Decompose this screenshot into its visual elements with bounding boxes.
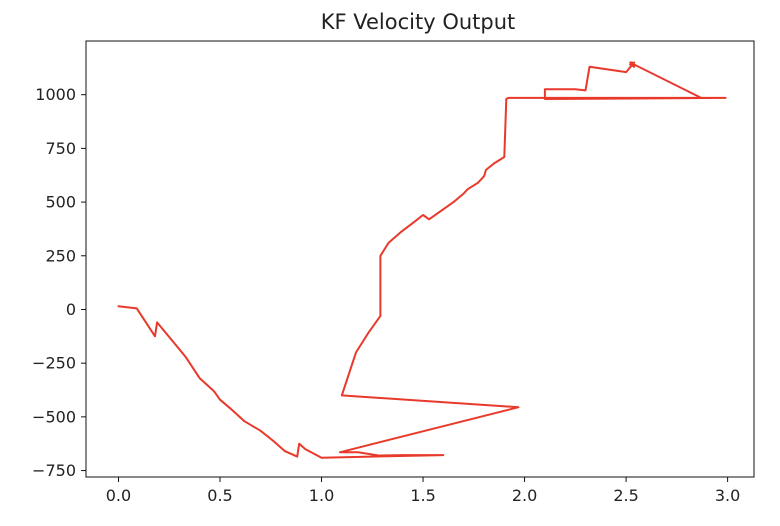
chart-title: KF Velocity Output <box>321 10 516 34</box>
y-tick-label: 750 <box>45 139 76 158</box>
x-tick-label: 0.0 <box>106 486 131 505</box>
y-tick-label: 1000 <box>35 85 76 104</box>
y-tick-label: −750 <box>32 461 76 480</box>
x-axis: 0.0 0.5 1.0 1.5 2.0 2.5 3.0 <box>106 477 740 505</box>
y-tick-label: 0 <box>66 300 76 319</box>
x-tick-label: 2.5 <box>613 486 638 505</box>
y-tick-label: −250 <box>32 354 76 373</box>
x-tick-label: 1.0 <box>309 486 334 505</box>
x-tick-label: 1.5 <box>410 486 435 505</box>
x-tick-label: 2.0 <box>512 486 537 505</box>
plot-data <box>117 61 727 459</box>
y-tick-label: 500 <box>45 193 76 212</box>
series-line-1 <box>117 61 727 459</box>
y-tick-label: −500 <box>32 407 76 426</box>
plot-frame <box>85 40 755 478</box>
x-tick-label: 0.5 <box>207 486 232 505</box>
y-tick-label: 250 <box>45 246 76 265</box>
x-tick-label: 3.0 <box>715 486 740 505</box>
y-axis: −750 −500 −250 0 250 500 750 1000 <box>32 85 86 480</box>
